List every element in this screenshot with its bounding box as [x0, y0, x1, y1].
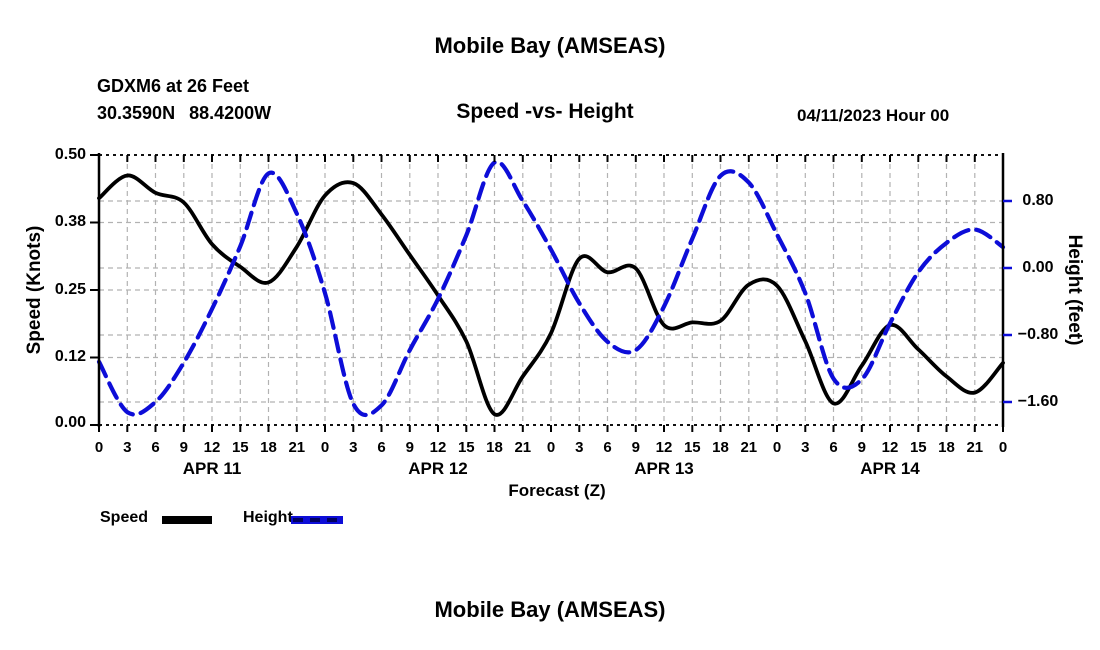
- day-label: APR 14: [860, 459, 920, 478]
- x-tick-label: 18: [712, 439, 729, 456]
- x-tick-label: 9: [406, 439, 414, 456]
- x-tick-label: 12: [656, 439, 673, 456]
- right-axis-tick-label: 0.00: [1022, 259, 1054, 276]
- x-tick-label: 0: [773, 439, 781, 456]
- x-tick-label: 15: [458, 439, 475, 456]
- model-run-date: 04/11/2023 Hour 00: [797, 106, 950, 125]
- chart-subtitle: Speed -vs- Height: [456, 100, 634, 123]
- x-tick-label: 3: [575, 439, 583, 456]
- x-tick-label: 3: [123, 439, 131, 456]
- x-tick-label: 21: [740, 439, 757, 456]
- footer-title: Mobile Bay (AMSEAS): [434, 597, 666, 622]
- legend-height-label: Height: [243, 509, 293, 526]
- x-tick-label: 0: [95, 439, 103, 456]
- left-axis-tick-label: 0.38: [54, 213, 86, 230]
- left-axis-tick-label: 0.50: [54, 146, 86, 163]
- x-tick-label: 18: [938, 439, 955, 456]
- legend-height-dash-pattern: [293, 518, 341, 522]
- right-axis-tick-label: −1.60: [1017, 393, 1059, 410]
- x-tick-label: 6: [603, 439, 611, 456]
- right-axis-tick-label: 0.80: [1022, 192, 1054, 209]
- right-axis-tick-label: −0.80: [1017, 326, 1059, 343]
- legend-speed-line-swatch: [162, 516, 212, 524]
- x-tick-label: 12: [430, 439, 447, 456]
- x-tick-label: 12: [882, 439, 899, 456]
- day-label: APR 12: [408, 459, 468, 478]
- x-tick-label: 9: [632, 439, 640, 456]
- left-axis-tick-label: 0.00: [54, 414, 86, 431]
- legend-height-line-swatch: [291, 516, 343, 524]
- x-tick-label: 6: [151, 439, 159, 456]
- x-tick-label: 6: [829, 439, 837, 456]
- page-title: Mobile Bay (AMSEAS): [434, 33, 666, 58]
- station-coordinates: 30.3590N 88.4200W: [97, 103, 271, 124]
- day-label: APR 13: [634, 459, 694, 478]
- x-tick-label: 0: [999, 439, 1007, 456]
- day-label: APR 11: [183, 459, 242, 478]
- legend-speed-label: Speed: [100, 509, 149, 526]
- x-tick-label: 0: [321, 439, 329, 456]
- x-tick-label: 0: [547, 439, 555, 456]
- x-tick-label: 18: [260, 439, 277, 456]
- height-curve: [96, 159, 1006, 417]
- x-tick-label: 9: [180, 439, 188, 456]
- latitude-value: 30.3590N: [97, 103, 176, 123]
- x-tick-label: 15: [684, 439, 701, 456]
- x-tick-label: 15: [232, 439, 249, 456]
- x-tick-label: 6: [377, 439, 385, 456]
- x-tick-label: 21: [288, 439, 305, 456]
- x-tick-label: 18: [486, 439, 503, 456]
- x-tick-label: 15: [910, 439, 927, 456]
- station-label: GDXM6 at 26 Feet: [97, 76, 250, 96]
- left-axis-tick-label: 0.12: [54, 348, 86, 365]
- x-tick-label: 3: [349, 439, 357, 456]
- x-axis-title: Forecast (Z): [508, 481, 606, 500]
- longitude-value: 88.4200W: [189, 103, 272, 123]
- x-tick-label: 12: [204, 439, 221, 456]
- x-tick-label: 3: [801, 439, 809, 456]
- x-tick-label: 21: [966, 439, 983, 456]
- x-tick-label: 21: [514, 439, 531, 456]
- x-tick-label: 9: [858, 439, 866, 456]
- left-axis-tick-label: 0.25: [54, 281, 86, 298]
